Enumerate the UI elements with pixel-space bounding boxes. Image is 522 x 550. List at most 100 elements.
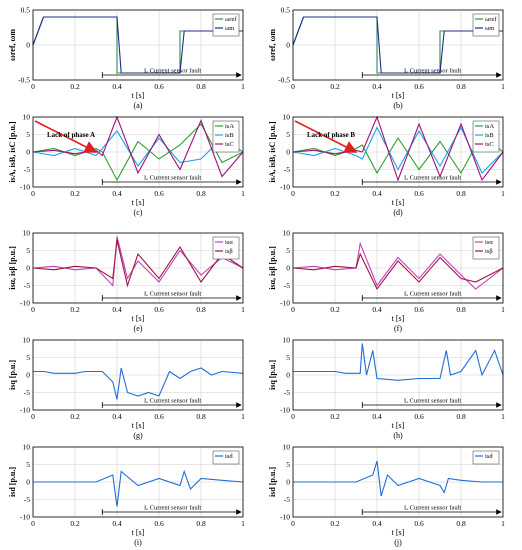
panel-label: (d) — [393, 208, 403, 217]
series-line — [292, 133, 504, 175]
panel-label: (h) — [393, 431, 403, 440]
x-tick-label: 0.4 — [112, 189, 122, 198]
plot-frame — [32, 339, 244, 411]
x-tick-label: 0.8 — [196, 519, 206, 528]
series-line — [292, 252, 504, 291]
note-arrow — [294, 120, 358, 153]
x-tick-label: 0.2 — [330, 82, 340, 91]
y-tick-label: -5 — [24, 388, 30, 397]
series-line — [293, 460, 503, 497]
legend-label: isB — [485, 132, 494, 139]
x-tick-label: 0.2 — [70, 305, 80, 314]
x-tick-label: 0.4 — [372, 305, 382, 314]
x-tick-label: 0.8 — [456, 305, 466, 314]
y-axis-label: isα, isβ [p.u.] — [268, 246, 277, 290]
x-tick-label: 0.4 — [112, 412, 122, 421]
y-tick-label: 5 — [26, 130, 30, 139]
legend-label: ωm — [225, 25, 234, 32]
y-axis-label: isd [p.u.] — [8, 467, 17, 497]
x-tick-label: 0 — [291, 519, 295, 528]
x-tick-label: 0.6 — [414, 305, 424, 314]
fault-annotation: Iₐ Current sensor fault — [404, 398, 461, 405]
x-tick-label: 0.4 — [372, 189, 382, 198]
x-axis-label: t [s] — [132, 198, 145, 207]
plot-frame — [32, 9, 244, 81]
fault-annotation: Iₐ Current sensor fault — [144, 398, 201, 405]
fault-annotation: Iₐ Current sensor fault — [404, 175, 461, 182]
x-tick-label: 0.4 — [372, 82, 382, 91]
y-tick-label: -10 — [280, 299, 290, 308]
series-line — [32, 115, 244, 178]
y-tick-label: -0.5 — [18, 76, 30, 85]
y-tick-label: 10 — [283, 443, 291, 452]
y-tick-label: 10 — [283, 229, 291, 238]
y-tick-label: 5 — [26, 353, 30, 362]
y-tick-label: -5 — [24, 165, 30, 174]
y-tick-label: -10 — [20, 299, 30, 308]
panel-label: (f) — [394, 324, 402, 333]
chart-panel: 0 0.2 0.4 0.6 0.8 1 10 5 0 -5 -10 t [s] isd [p.u.] (j… — [268, 443, 505, 548]
x-tick-label: 1 — [241, 82, 245, 91]
legend-label: isα — [485, 239, 493, 246]
plot-frame — [32, 446, 244, 518]
series-line — [33, 367, 244, 400]
plot-frame — [292, 339, 504, 411]
y-axis-label: isα, isβ [p.u.] — [8, 246, 17, 290]
x-tick-label: 0.8 — [196, 305, 206, 314]
fault-annotation: Iₐ Current sensor fault — [144, 68, 201, 75]
x-tick-label: 1 — [241, 519, 245, 528]
y-tick-label: 0 — [286, 264, 290, 273]
series-line — [33, 469, 244, 507]
x-tick-label: 0.8 — [456, 519, 466, 528]
y-axis-label: ωref, ωm — [8, 29, 17, 61]
plot-frame — [292, 116, 504, 188]
x-tick-label: 0.6 — [154, 519, 164, 528]
chart-panel: 0 0.2 0.4 0.6 0.8 1 10 5 0 -5 -10 t [s] isq [p.u.] (h… — [268, 336, 505, 441]
panel-label: (b) — [393, 101, 403, 110]
chart-panel: 0 0.2 0.4 0.6 0.8 10.50-0.5t [s]ωref, ωm(a)Iₐ… — [8, 6, 245, 111]
chart-panel: 0 0.2 0.4 0.6 0.8 1 10 5 0 -5 -10 t [s] isα, isβ [p.… — [268, 229, 505, 334]
note-arrow — [34, 120, 98, 153]
y-tick-label: 0.5 — [21, 6, 31, 15]
x-tick-label: 0 — [31, 412, 35, 421]
chart-panel: 0 0.2 0.4 0.6 0.8 1 10 5 0 -5 -10 t [s] isq [p.u.] (g… — [8, 336, 245, 441]
y-axis-label: isA, isB, isC [p.u.] — [8, 121, 17, 182]
y-axis-label: isq [p.u.] — [8, 360, 17, 390]
legend-label: isβ — [225, 248, 233, 255]
y-tick-label: -10 — [280, 513, 290, 522]
series-line — [32, 239, 244, 288]
y-tick-label: -5 — [284, 495, 290, 504]
series-line — [32, 130, 244, 167]
legend-label: isα — [225, 239, 233, 246]
series-line — [292, 16, 503, 74]
x-tick-label: 0.8 — [456, 412, 466, 421]
note-label: Lack of phase B — [307, 131, 355, 139]
y-axis-label: isA, isB, isC [p.u.] — [268, 121, 277, 182]
series-line — [293, 343, 504, 381]
x-tick-label: 0 — [291, 412, 295, 421]
chart-panel: 0 0.2 0.4 0.6 0.8 1 10 5 0 -5 -10 t [s] isα, isβ [p.… — [8, 229, 245, 334]
y-tick-label: 0 — [286, 478, 290, 487]
series-line — [292, 241, 504, 290]
legend-label: isA — [225, 123, 234, 130]
x-axis-label: t [s] — [392, 528, 405, 537]
y-tick-label: 0 — [286, 148, 290, 157]
y-tick-label: 0 — [286, 41, 290, 50]
x-tick-label: 0.4 — [112, 519, 122, 528]
x-tick-label: 0.2 — [330, 305, 340, 314]
x-tick-label: 0.6 — [154, 305, 164, 314]
x-axis-label: t [s] — [132, 528, 145, 537]
legend-label: isβ — [485, 248, 493, 255]
x-tick-label: 0 — [31, 519, 35, 528]
fault-annotation: Iₐ Current sensor fault — [404, 68, 461, 75]
y-tick-label: 0.5 — [281, 6, 291, 15]
x-tick-label: 0 — [31, 82, 35, 91]
legend-label: isB — [225, 132, 234, 139]
series-line — [32, 236, 244, 287]
x-axis-label: t [s] — [392, 198, 405, 207]
y-tick-label: 5 — [286, 246, 290, 255]
plot-frame — [292, 446, 504, 518]
plot-frame — [292, 232, 504, 304]
panel-label: (a) — [134, 101, 143, 110]
fault-annotation: Iₐ Current sensor fault — [144, 291, 201, 298]
